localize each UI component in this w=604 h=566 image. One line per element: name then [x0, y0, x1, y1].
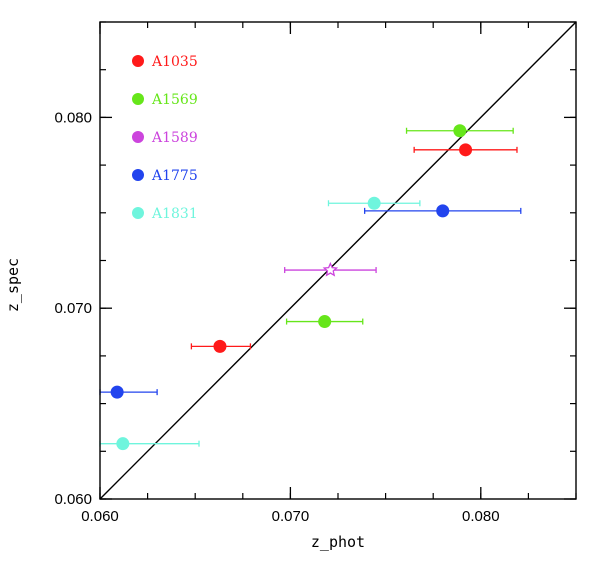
- x-tick-label: 0.060: [81, 508, 119, 525]
- y-tick-labels: 0.060 0.070 0.080: [54, 109, 92, 508]
- legend-label: A1831: [151, 206, 198, 222]
- data-points: [110, 124, 473, 451]
- legend-label: A1569: [151, 92, 198, 108]
- data-point: [459, 143, 473, 157]
- data-point: [367, 196, 381, 210]
- legend-marker: [132, 93, 144, 105]
- legend-label: A1775: [151, 168, 198, 184]
- legend-item: A1775: [132, 168, 198, 184]
- legend-marker: [132, 55, 144, 67]
- x-tick-label: 0.080: [462, 508, 500, 525]
- data-point: [116, 437, 130, 451]
- legend-label: A1589: [151, 130, 198, 146]
- data-point: [318, 315, 332, 329]
- y-tick-label: 0.060: [54, 491, 92, 508]
- legend-marker: [132, 207, 144, 219]
- data-point: [453, 124, 467, 138]
- x-axis-label: z_phot: [311, 533, 365, 551]
- data-point-star: [322, 261, 339, 277]
- legend-item: A1589: [132, 130, 198, 146]
- one-to-one-reference-line: [99, 21, 577, 500]
- y-tick-label: 0.070: [54, 300, 92, 317]
- legend-item: A1569: [132, 92, 198, 108]
- data-point: [436, 204, 450, 218]
- data-point: [213, 339, 227, 353]
- legend-marker: [132, 169, 144, 181]
- x-tick-label: 0.070: [272, 508, 310, 525]
- legend: A1035 A1569 A1589 A1775 A1831: [132, 54, 198, 222]
- x-tick-labels: 0.060 0.070 0.080: [81, 508, 499, 525]
- data-point: [110, 385, 124, 399]
- y-axis-label: z_spec: [4, 258, 22, 312]
- legend-label: A1035: [151, 54, 198, 70]
- plot-frame: [99, 21, 577, 500]
- legend-marker: [132, 131, 144, 143]
- legend-item: A1831: [132, 206, 198, 222]
- y-tick-label: 0.080: [54, 109, 92, 126]
- legend-item: A1035: [132, 54, 198, 70]
